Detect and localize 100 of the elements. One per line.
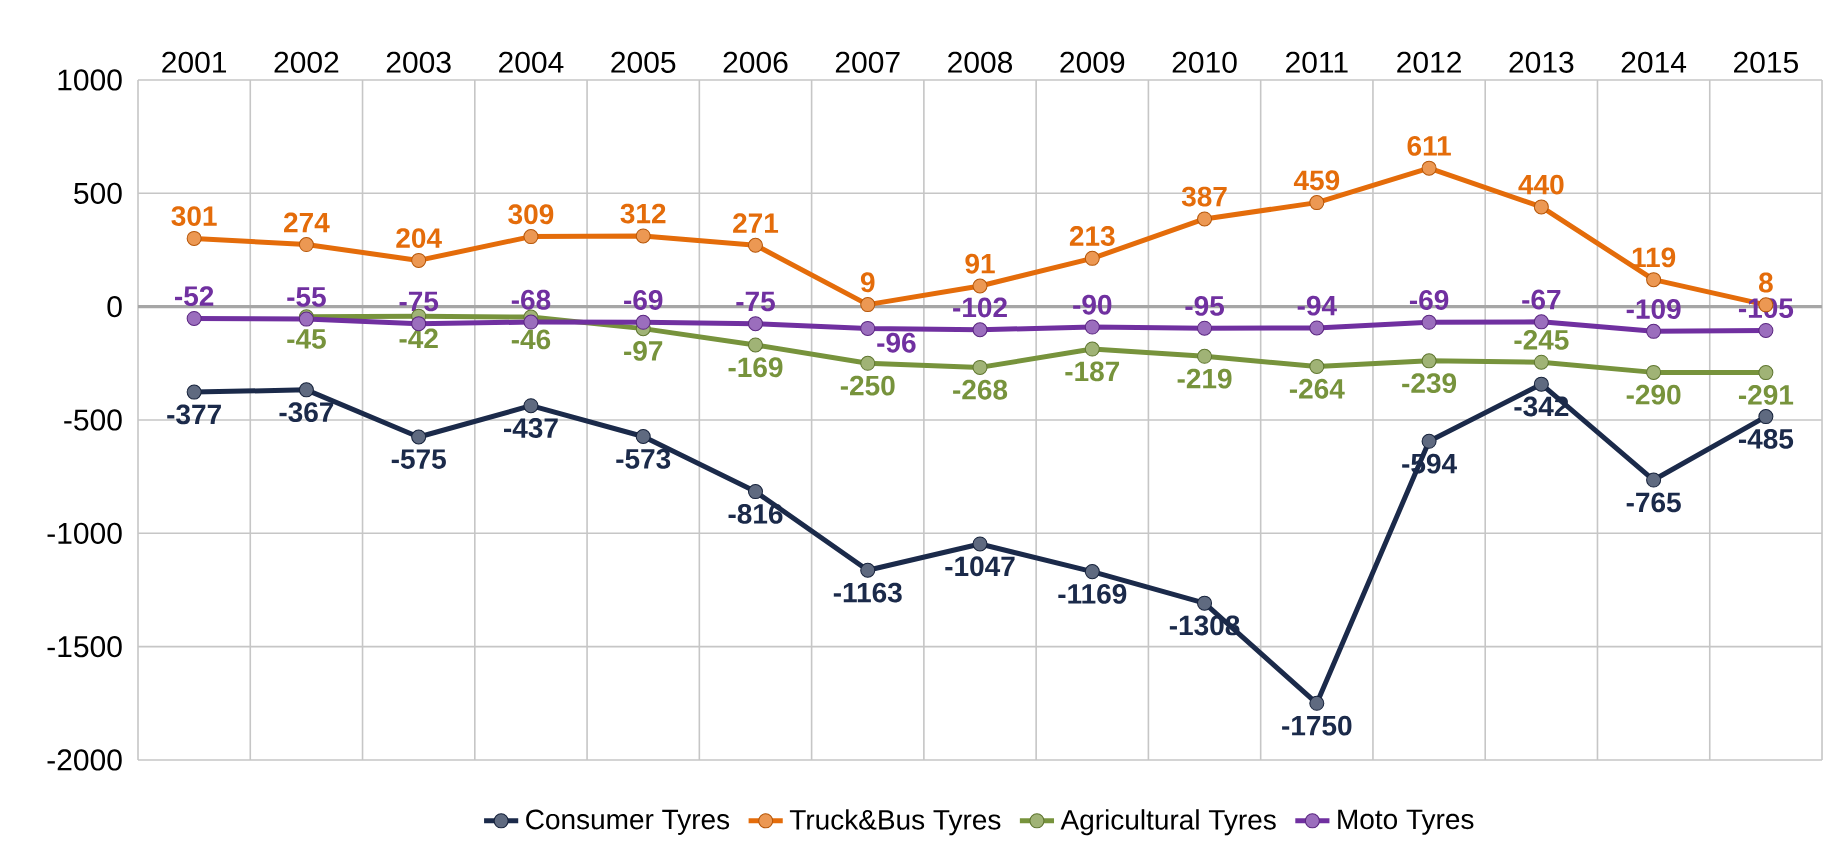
y-tick-label: -1000 (47, 522, 122, 544)
point (523, 314, 539, 330)
point (1197, 348, 1213, 364)
point (186, 230, 202, 246)
data-label: -45 (287, 329, 326, 349)
y-tick-label: -1500 (47, 636, 122, 658)
data-label: -90 (1073, 294, 1112, 315)
data-label: -55 (287, 287, 326, 307)
data-label: -219 (1177, 368, 1232, 389)
x-tick-label: 2015 (1734, 51, 1798, 73)
data-label: -187 (1065, 361, 1120, 382)
x-tick-label: 2007 (835, 51, 900, 73)
point (298, 382, 314, 398)
point (1084, 250, 1100, 266)
y-tick-label: 1000 (58, 69, 122, 91)
point (860, 297, 876, 313)
point (1197, 320, 1213, 336)
data-label: -102 (953, 297, 1007, 318)
legend-label: Agricultural Tyres (1060, 809, 1276, 836)
y-tick-label: -500 (64, 409, 122, 431)
point (635, 228, 651, 244)
point (1084, 564, 1100, 580)
data-label: -367 (279, 402, 334, 423)
x-tick-label: 2010 (1172, 51, 1237, 73)
data-label: -377 (167, 404, 221, 425)
x-tick-label: 2009 (1060, 51, 1125, 73)
x-tick-label: 2004 (499, 51, 564, 73)
data-label: -1750 (1282, 715, 1352, 736)
data-label: -575 (391, 449, 446, 469)
point (186, 384, 202, 400)
point (1197, 211, 1213, 227)
data-label: -96 (877, 332, 916, 353)
point (1646, 472, 1662, 488)
data-label: -1169 (1058, 584, 1127, 604)
data-label: -250 (840, 375, 895, 396)
data-label: 8 (1758, 272, 1773, 293)
point (1197, 595, 1213, 611)
data-label: -169 (728, 357, 783, 378)
point (298, 237, 314, 253)
data-label: -485 (1738, 428, 1794, 449)
data-label: -109 (1626, 299, 1681, 319)
data-label: -95 (1185, 295, 1225, 316)
point (1309, 695, 1325, 711)
data-label: -765 (1626, 492, 1681, 513)
data-label: -97 (624, 341, 663, 361)
data-label: 213 (1069, 226, 1115, 246)
point (747, 316, 763, 332)
data-label: 459 (1293, 170, 1340, 191)
point (1421, 314, 1437, 330)
data-label: -75 (399, 291, 439, 312)
data-label: -268 (953, 379, 1008, 400)
point (747, 237, 763, 253)
point (1421, 160, 1437, 176)
x-tick-label: 2002 (274, 51, 339, 73)
point (1309, 358, 1325, 374)
point (1421, 353, 1437, 369)
x-tick-label: 2005 (611, 51, 676, 73)
point (523, 229, 539, 245)
point (1533, 354, 1549, 370)
data-label: 274 (284, 212, 330, 233)
point (1084, 341, 1100, 357)
y-tick-label: 0 (107, 296, 122, 318)
point (860, 355, 876, 371)
point (1309, 320, 1325, 336)
data-label: 91 (965, 253, 995, 274)
legend-label: Truck&Bus Tyres (789, 809, 1001, 836)
data-label: -437 (504, 418, 558, 438)
data-label: -52 (175, 286, 214, 307)
point (1758, 365, 1774, 381)
data-label: -69 (624, 290, 663, 310)
point (635, 314, 651, 330)
point (860, 562, 876, 578)
point (972, 322, 988, 338)
x-tick-label: 2011 (1286, 51, 1348, 73)
data-label: 271 (733, 213, 779, 233)
data-label: -42 (399, 328, 438, 349)
point (1533, 199, 1549, 215)
point (1758, 322, 1774, 338)
x-tick-label: 2012 (1397, 51, 1461, 73)
data-label: 301 (171, 206, 217, 227)
data-label: -264 (1289, 378, 1345, 399)
point (411, 429, 427, 445)
x-tick-label: 2008 (948, 51, 1013, 73)
point (972, 359, 988, 375)
data-label: -75 (736, 291, 775, 312)
data-label: -69 (1409, 290, 1449, 310)
data-label: -290 (1626, 384, 1681, 405)
point (186, 310, 202, 326)
point (1084, 319, 1100, 335)
data-label: -573 (616, 448, 671, 469)
x-tick-label: 2003 (386, 51, 451, 73)
x-tick-label: 2001 (162, 51, 227, 73)
data-label: 387 (1181, 186, 1227, 207)
point (860, 320, 876, 336)
point (747, 337, 763, 353)
data-label: 611 (1407, 135, 1451, 156)
point (972, 536, 988, 552)
point (1533, 314, 1549, 330)
point (1646, 272, 1662, 288)
x-tick-label: 2014 (1621, 51, 1687, 73)
